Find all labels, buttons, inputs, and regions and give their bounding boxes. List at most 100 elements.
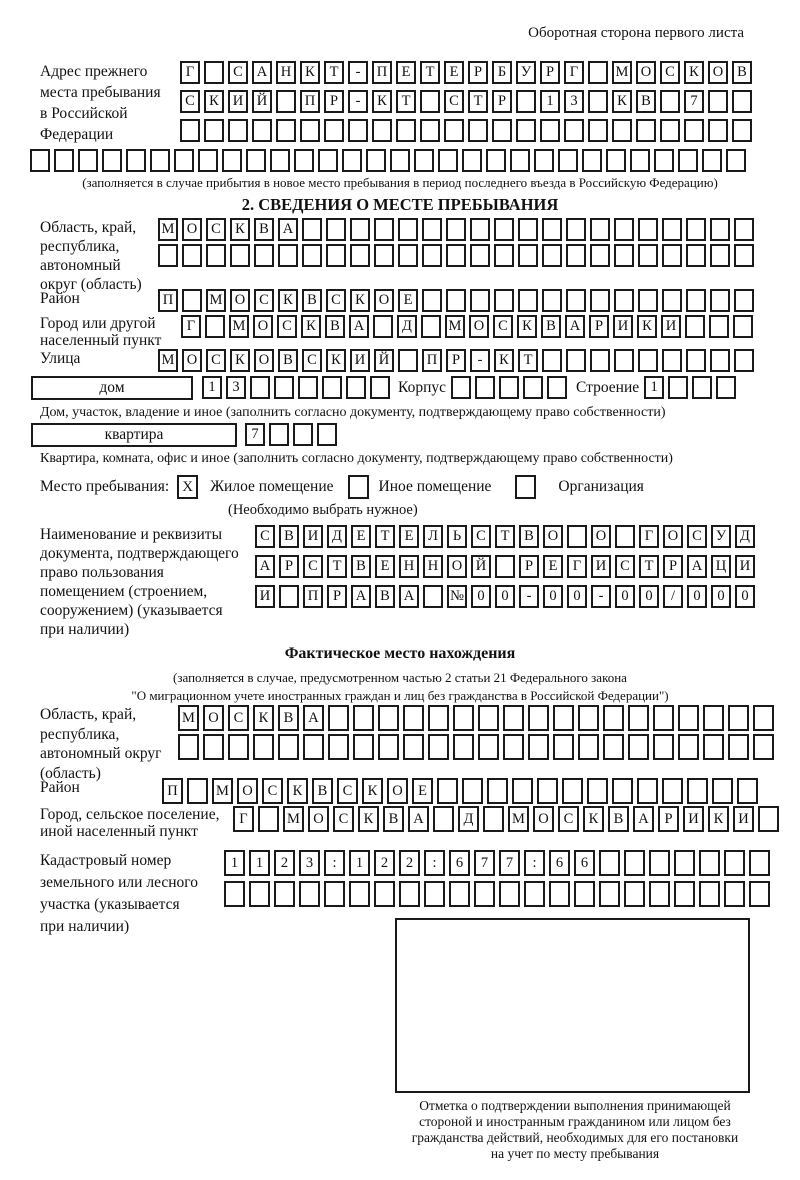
- char-cell[interactable]: [724, 850, 745, 876]
- char-cell[interactable]: [246, 149, 266, 172]
- char-cell[interactable]: М: [206, 289, 226, 312]
- char-cell[interactable]: К: [287, 778, 308, 804]
- char-cell[interactable]: Д: [397, 315, 417, 338]
- char-cell[interactable]: Е: [543, 555, 563, 578]
- char-cell[interactable]: :: [424, 850, 445, 876]
- char-cell[interactable]: [726, 149, 746, 172]
- char-cell[interactable]: [512, 778, 533, 804]
- char-cell[interactable]: М: [283, 806, 304, 832]
- char-cell[interactable]: 1: [202, 376, 222, 399]
- char-cell[interactable]: С: [255, 525, 275, 548]
- char-cell[interactable]: У: [711, 525, 731, 548]
- char-cell[interactable]: Й: [374, 349, 394, 372]
- char-cell[interactable]: В: [636, 90, 656, 113]
- char-cell[interactable]: Т: [468, 90, 488, 113]
- char-cell[interactable]: [638, 244, 658, 267]
- char-cell[interactable]: [54, 149, 74, 172]
- char-cell[interactable]: [203, 734, 224, 760]
- char-cell[interactable]: Ь: [447, 525, 467, 548]
- char-cell[interactable]: [274, 881, 295, 907]
- char-cell[interactable]: [662, 778, 683, 804]
- char-cell[interactable]: [537, 778, 558, 804]
- char-cell[interactable]: [516, 119, 536, 142]
- char-cell[interactable]: И: [255, 585, 275, 608]
- char-cell[interactable]: [662, 349, 682, 372]
- char-cell[interactable]: [562, 778, 583, 804]
- char-cell[interactable]: К: [326, 349, 346, 372]
- char-cell[interactable]: П: [372, 61, 392, 84]
- char-cell[interactable]: А: [349, 315, 369, 338]
- char-cell[interactable]: [302, 244, 322, 267]
- char-cell[interactable]: -: [519, 585, 539, 608]
- char-cell[interactable]: [270, 149, 290, 172]
- char-cell[interactable]: [438, 149, 458, 172]
- char-cell[interactable]: [342, 149, 362, 172]
- char-cell[interactable]: Т: [327, 555, 347, 578]
- char-cell[interactable]: [567, 525, 587, 548]
- char-cell[interactable]: [624, 881, 645, 907]
- char-cell[interactable]: [470, 244, 490, 267]
- char-cell[interactable]: [453, 734, 474, 760]
- char-cell[interactable]: Г: [180, 61, 200, 84]
- char-cell[interactable]: Т: [518, 349, 538, 372]
- char-cell[interactable]: [468, 119, 488, 142]
- char-cell[interactable]: [373, 315, 393, 338]
- char-cell[interactable]: [433, 806, 454, 832]
- char-cell[interactable]: Р: [540, 61, 560, 84]
- char-cell[interactable]: О: [447, 555, 467, 578]
- char-cell[interactable]: [293, 423, 313, 446]
- char-cell[interactable]: [624, 850, 645, 876]
- char-cell[interactable]: [224, 881, 245, 907]
- char-cell[interactable]: [638, 289, 658, 312]
- char-cell[interactable]: В: [325, 315, 345, 338]
- char-cell[interactable]: [182, 289, 202, 312]
- char-cell[interactable]: [444, 119, 464, 142]
- char-cell[interactable]: И: [733, 806, 754, 832]
- char-cell[interactable]: [483, 806, 504, 832]
- char-cell[interactable]: О: [182, 349, 202, 372]
- char-cell[interactable]: 1: [224, 850, 245, 876]
- char-cell[interactable]: С: [471, 525, 491, 548]
- char-cell[interactable]: С: [180, 90, 200, 113]
- char-cell[interactable]: Л: [423, 525, 443, 548]
- char-cell[interactable]: [649, 881, 670, 907]
- char-cell[interactable]: Г: [567, 555, 587, 578]
- char-cell[interactable]: Н: [423, 555, 443, 578]
- char-cell[interactable]: [478, 734, 499, 760]
- char-cell[interactable]: С: [326, 289, 346, 312]
- char-cell[interactable]: [253, 734, 274, 760]
- char-cell[interactable]: [462, 778, 483, 804]
- char-cell[interactable]: [422, 218, 442, 241]
- char-cell[interactable]: О: [636, 61, 656, 84]
- char-cell[interactable]: Т: [420, 61, 440, 84]
- char-cell[interactable]: [678, 149, 698, 172]
- char-cell[interactable]: [423, 585, 443, 608]
- char-cell[interactable]: С: [228, 705, 249, 731]
- char-cell[interactable]: [566, 349, 586, 372]
- char-cell[interactable]: [102, 149, 122, 172]
- char-cell[interactable]: [422, 289, 442, 312]
- char-cell[interactable]: [453, 705, 474, 731]
- char-cell[interactable]: [686, 349, 706, 372]
- char-cell[interactable]: [542, 349, 562, 372]
- char-cell[interactable]: [403, 705, 424, 731]
- char-cell[interactable]: [348, 119, 368, 142]
- char-cell[interactable]: [228, 119, 248, 142]
- char-cell[interactable]: [318, 149, 338, 172]
- char-cell[interactable]: [276, 119, 296, 142]
- char-cell[interactable]: [678, 734, 699, 760]
- char-cell[interactable]: [510, 149, 530, 172]
- char-cell[interactable]: [753, 734, 774, 760]
- char-cell[interactable]: [603, 705, 624, 731]
- char-cell[interactable]: Т: [639, 555, 659, 578]
- char-cell[interactable]: К: [708, 806, 729, 832]
- char-cell[interactable]: [378, 705, 399, 731]
- char-cell[interactable]: Р: [492, 90, 512, 113]
- char-cell[interactable]: И: [350, 349, 370, 372]
- char-cell[interactable]: У: [516, 61, 536, 84]
- char-cell[interactable]: [150, 149, 170, 172]
- char-cell[interactable]: О: [543, 525, 563, 548]
- char-cell[interactable]: [378, 734, 399, 760]
- char-cell[interactable]: Ц: [711, 555, 731, 578]
- char-cell[interactable]: С: [303, 555, 323, 578]
